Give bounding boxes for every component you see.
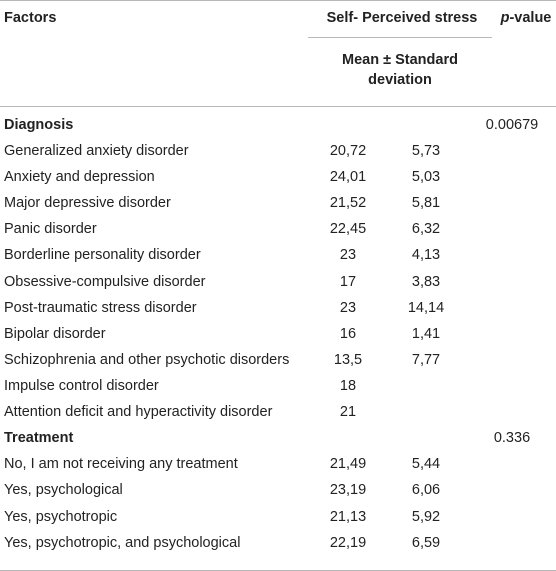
row-sd: 5,03 xyxy=(411,169,441,185)
row-factor: Major depressive disorder xyxy=(4,195,171,211)
row-mean: 23,19 xyxy=(329,482,367,498)
row-mean: 21,49 xyxy=(329,456,367,472)
row-factor: Generalized anxiety disorder xyxy=(4,143,189,159)
p-value-header-suffix: -value xyxy=(509,10,552,26)
stress-sublabel-line1: Mean ± Standard xyxy=(342,52,458,68)
row-sd: 3,83 xyxy=(411,274,441,290)
row-mean: 22,19 xyxy=(329,535,367,551)
p-value-header-p: p xyxy=(500,10,510,26)
row-mean: 20,72 xyxy=(329,143,367,159)
row-factor: Attention deficit and hyperactivity diso… xyxy=(4,404,273,420)
section-p-value: 0.00679 xyxy=(485,117,539,133)
row-mean: 21,52 xyxy=(329,195,367,211)
row-sd: 6,06 xyxy=(411,482,441,498)
row-mean: 18 xyxy=(339,378,357,394)
row-factor: Panic disorder xyxy=(4,221,97,237)
row-factor: Schizophrenia and other psychotic disord… xyxy=(4,352,290,368)
stress-sublabel-line2: deviation xyxy=(368,72,432,88)
row-factor: Yes, psychotropic xyxy=(4,509,118,525)
row-sd: 6,32 xyxy=(411,221,441,237)
row-mean: 22,45 xyxy=(329,221,367,237)
stress-header: Self- Perceived stress xyxy=(326,10,478,26)
row-factor: Impulse control disorder xyxy=(4,378,159,394)
row-sd: 6,59 xyxy=(411,535,441,551)
row-mean: 21 xyxy=(339,404,357,420)
section-title: Diagnosis xyxy=(4,117,74,133)
section-title: Treatment xyxy=(4,430,74,446)
row-factor: Anxiety and depression xyxy=(4,169,155,185)
row-mean: 23 xyxy=(339,300,357,316)
section-p-value: 0.336 xyxy=(493,430,531,446)
row-factor: Yes, psychotropic, and psychological xyxy=(4,535,241,551)
row-sd: 5,92 xyxy=(411,509,441,525)
p-value-header: p-value xyxy=(496,9,556,27)
stress-subheader-rule xyxy=(308,37,492,38)
header-bottom-rule xyxy=(0,106,556,107)
row-sd: 5,81 xyxy=(411,195,441,211)
factors-header: Factors xyxy=(4,10,57,26)
row-sd: 5,73 xyxy=(411,143,441,159)
row-factor: Bipolar disorder xyxy=(4,326,106,342)
row-factor: Yes, psychological xyxy=(4,482,123,498)
row-mean: 24,01 xyxy=(329,169,367,185)
row-mean: 23 xyxy=(339,247,357,263)
row-sd: 7,77 xyxy=(411,352,441,368)
row-factor: Post-traumatic stress disorder xyxy=(4,300,197,316)
row-sd: 1,41 xyxy=(411,326,441,342)
row-sd: 4,13 xyxy=(411,247,441,263)
row-factor: Borderline personality disorder xyxy=(4,247,201,263)
row-mean: 16 xyxy=(339,326,357,342)
row-sd: 5,44 xyxy=(411,456,441,472)
row-mean: 13,5 xyxy=(333,352,363,368)
row-factor: No, I am not receiving any treatment xyxy=(4,456,238,472)
table-top-rule xyxy=(0,0,556,1)
row-factor: Obsessive-compulsive disorder xyxy=(4,274,206,290)
row-sd: 14,14 xyxy=(407,300,445,316)
row-mean: 21,13 xyxy=(329,509,367,525)
row-mean: 17 xyxy=(339,274,357,290)
